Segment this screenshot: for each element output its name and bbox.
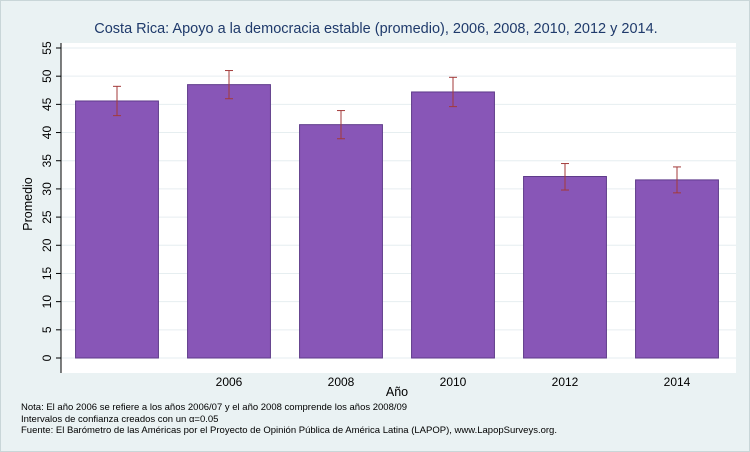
y-tick-label: 15 [40, 266, 54, 280]
y-tick-label: 5 [40, 326, 54, 333]
bars [75, 70, 719, 359]
bar [411, 91, 495, 359]
chart-title: Costa Rica: Apoyo a la democracia establ… [94, 21, 657, 37]
y-tick-label: 45 [40, 97, 54, 111]
bar [523, 176, 607, 359]
x-tick-label: 2012 [552, 375, 579, 389]
y-tick-label: 0 [40, 354, 54, 361]
x-tick-label: 2010 [440, 375, 467, 389]
plot-area [61, 43, 736, 373]
source-line: Fuente: El Barómetro de las Américas por… [21, 425, 557, 436]
x-tick-label: 2014 [664, 375, 691, 389]
x-tick-label: 2006 [216, 375, 243, 389]
x-tick-label: 2008 [328, 375, 355, 389]
error-bar [225, 70, 233, 100]
y-axis: 0 5 10 15 20 25 30 35 40 45 50 55 [40, 41, 62, 373]
y-tick-label: 50 [40, 69, 54, 83]
y-tick-label: 10 [40, 295, 54, 309]
note-line: Nota: El año 2006 se refiere a los años … [21, 402, 408, 413]
grid-lines [61, 47, 736, 359]
y-tick-label: 20 [40, 238, 54, 252]
x-axis-title: Año [386, 385, 408, 399]
chart-notes: Nota: El año 2006 se refiere a los años … [21, 402, 741, 437]
y-tick-label: 25 [40, 210, 54, 224]
error-bar [673, 166, 681, 194]
error-bar [449, 76, 457, 108]
bar [187, 84, 271, 359]
y-axis-title: Promedio [21, 177, 35, 231]
error-bar [337, 110, 345, 140]
bar [635, 179, 719, 359]
bar-chart: Costa Rica: Apoyo a la democracia establ… [21, 21, 736, 399]
y-tick-label: 30 [40, 182, 54, 196]
y-tick-label: 40 [40, 126, 54, 140]
x-axis: 2006 2008 2010 2012 2014 [216, 375, 691, 389]
bar [75, 100, 159, 359]
bar [299, 124, 383, 359]
note-line: Intervalos de confianza creados con un α… [21, 413, 219, 425]
y-tick-label: 55 [40, 41, 54, 55]
error-bar [561, 163, 569, 191]
error-bar [113, 85, 121, 117]
y-tick-label: 35 [40, 154, 54, 168]
